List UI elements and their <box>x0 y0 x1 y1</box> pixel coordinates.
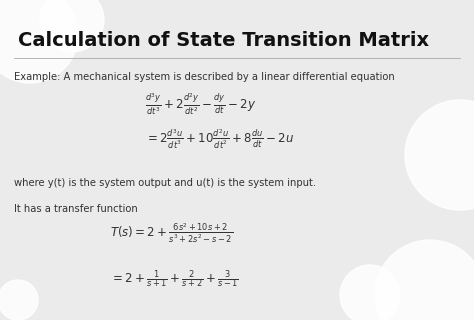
Text: $= 2 + \frac{1}{s+1} + \frac{2}{s+2} + \frac{3}{s-1}$: $= 2 + \frac{1}{s+1} + \frac{2}{s+2} + \… <box>110 268 239 290</box>
Text: $T(s) = 2 + \frac{6s^2 +10s+2}{s^3+2s^2-s-2}$: $T(s) = 2 + \frac{6s^2 +10s+2}{s^3+2s^2-… <box>110 222 233 245</box>
Text: Example: A mechanical system is described by a linear differential equation: Example: A mechanical system is describe… <box>14 72 395 82</box>
Text: It has a transfer function: It has a transfer function <box>14 204 138 214</box>
Circle shape <box>0 280 38 320</box>
Text: $= 2\frac{d^3 u}{dt^3} + 10\frac{d^2 u}{dt^2} + 8\frac{du}{dt} - 2u$: $= 2\frac{d^3 u}{dt^3} + 10\frac{d^2 u}{… <box>145 128 294 151</box>
Circle shape <box>340 265 400 320</box>
Circle shape <box>375 240 474 320</box>
Circle shape <box>40 0 104 52</box>
Circle shape <box>0 0 78 83</box>
Text: where y(t) is the system output and u(t) is the system input.: where y(t) is the system output and u(t)… <box>14 178 316 188</box>
Text: $\frac{d^3 y}{dt^3} + 2\frac{d^2 y}{dt^2} - \frac{dy}{dt} - 2y$: $\frac{d^3 y}{dt^3} + 2\frac{d^2 y}{dt^2… <box>145 92 256 117</box>
Text: Calculation of State Transition Matrix: Calculation of State Transition Matrix <box>18 30 429 50</box>
Circle shape <box>405 100 474 210</box>
